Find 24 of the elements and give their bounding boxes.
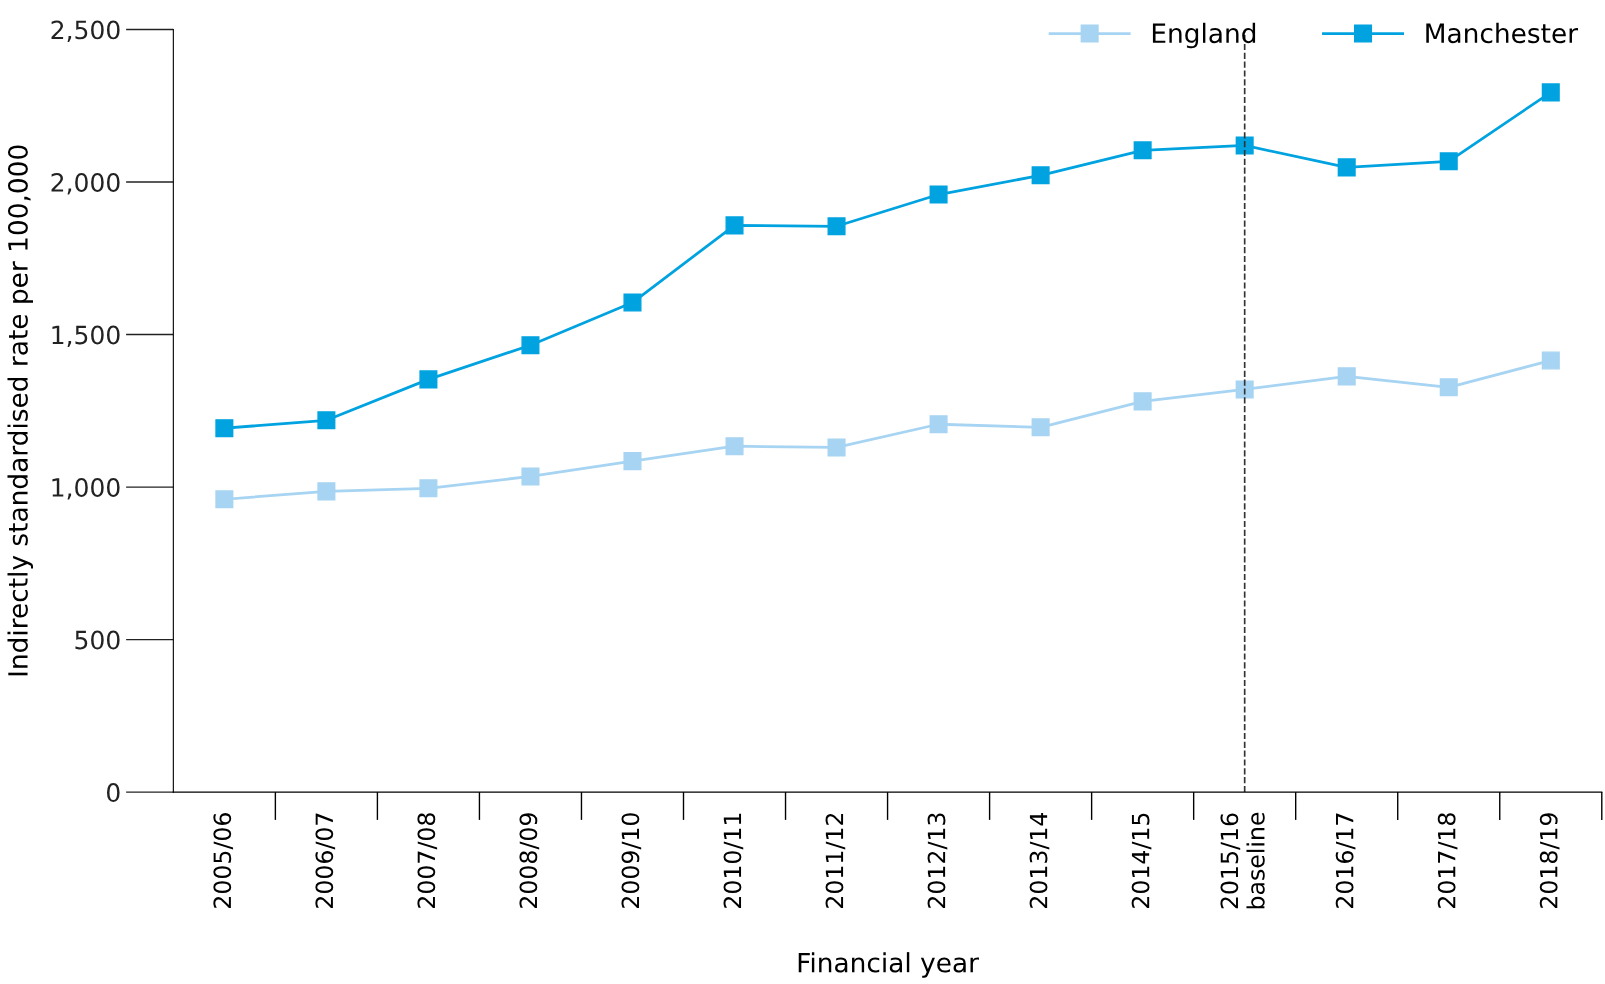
x-tick-label: 2017/18 [1437,813,1458,908]
x-tick-label: 2007/08 [417,813,438,908]
y-tick-label: 1,500 [52,325,120,347]
x-axis-title: Financial year [798,952,979,978]
x-tick-label: 2014/15 [1131,813,1152,908]
x-tick-label: 2010/11 [723,813,744,908]
y-tick-label: 2,000 [51,172,120,195]
x-tick-label: 2015/16 baseline [1220,812,1265,909]
y-tick-label: 500 [75,630,120,650]
legend-label: England [1152,22,1256,49]
x-tick-label: 2018/19 [1539,813,1560,908]
x-tick-label: 2008/09 [519,813,540,908]
x-tick-label: 2005/06 [213,813,234,908]
x-tick-label: 2011/12 [825,813,846,908]
x-tick-label: 2006/07 [315,813,336,908]
x-tick-label: 2016/17 [1335,813,1356,908]
y-tick-label: 1,000 [52,478,120,500]
y-tick-label: 2,500 [51,20,120,42]
y-tick-label: 0 [107,783,120,802]
legend-label: Manchester [1426,22,1579,44]
x-tick-label: 2012/13 [927,813,948,908]
y-axis-title: Indirectly standardised rate per 100,000 [7,145,34,676]
x-tick-label: 2013/14 [1029,812,1050,908]
x-tick-label: 2009/10 [621,813,642,908]
